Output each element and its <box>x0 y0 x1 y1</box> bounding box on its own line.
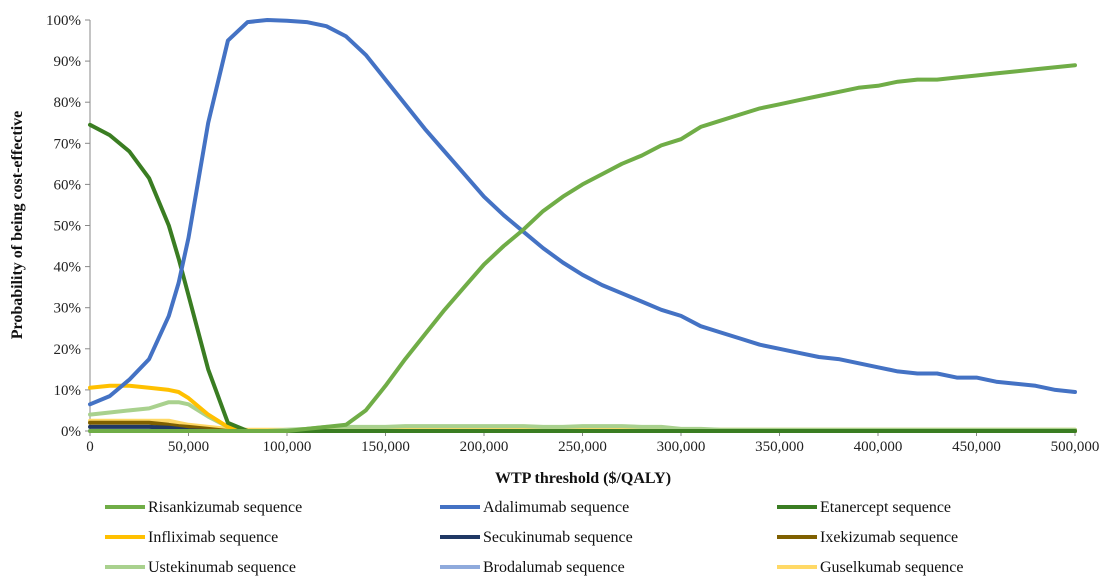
legend-label: Etanercept sequence <box>820 499 951 516</box>
y-tick-label: 90% <box>54 54 82 70</box>
legend-item: Etanercept sequence <box>777 499 951 516</box>
x-axis-title: WTP threshold ($/QALY) <box>495 470 671 487</box>
x-tick-label: 0 <box>86 439 94 455</box>
legend-item: Ixekizumab sequence <box>777 529 958 546</box>
x-tick-label: 50,000 <box>168 439 209 455</box>
legend-label: Ixekizumab sequence <box>820 529 958 546</box>
legend: Risankizumab sequence Adalimumab sequence… <box>105 499 964 576</box>
x-axis: 0 50,000 100,000 150,000 200,000 250,000 300,0… <box>86 430 1100 455</box>
legend-label: Risankizumab sequence <box>148 499 302 516</box>
x-tick-label: 300,000 <box>657 439 706 455</box>
legend-label: Infliximab sequence <box>148 529 278 546</box>
y-tick-label: 30% <box>54 301 82 317</box>
series-line-etanercept-sequence <box>88 122 1077 433</box>
legend-label: Ustekinumab sequence <box>148 559 296 576</box>
y-tick-label: 40% <box>54 260 82 276</box>
y-tick-label: 60% <box>54 177 82 193</box>
x-tick-label: 200,000 <box>460 439 509 455</box>
legend-label: Secukinumab sequence <box>483 529 633 546</box>
y-tick-label: 10% <box>54 383 82 399</box>
x-tick-label: 400,000 <box>854 439 903 455</box>
legend-item: Ustekinumab sequence <box>105 559 296 576</box>
legend-label: Brodalumab sequence <box>483 559 625 576</box>
legend-label: Guselkumab sequence <box>820 559 964 576</box>
legend-item: Infliximab sequence <box>105 529 278 546</box>
x-tick-label: 100,000 <box>263 439 312 455</box>
plot-lines <box>88 18 1077 433</box>
y-axis-title: Probability of being cost-effective <box>9 111 26 340</box>
y-tick-label: 20% <box>54 342 82 358</box>
series-line-adalimumab-sequence <box>88 18 1077 407</box>
y-tick-label: 50% <box>54 219 82 235</box>
y-axis: 0% 10% 20% 30% 40% 50% 60% 70% 80% 90% 100% <box>46 13 91 440</box>
legend-item: Guselkumab sequence <box>777 559 964 576</box>
y-tick-label: 0% <box>61 424 81 440</box>
x-tick-label: 250,000 <box>558 439 607 455</box>
x-tick-label: 500,000 <box>1051 439 1100 455</box>
y-tick-label: 100% <box>46 13 81 29</box>
series-line-risankizumab-sequence <box>88 63 1077 433</box>
legend-item: Secukinumab sequence <box>440 529 633 546</box>
x-tick-label: 450,000 <box>952 439 1001 455</box>
legend-item: Adalimumab sequence <box>440 499 629 516</box>
x-tick-label: 150,000 <box>361 439 410 455</box>
x-tick-label: 350,000 <box>755 439 804 455</box>
legend-item: Brodalumab sequence <box>440 559 625 576</box>
y-tick-label: 80% <box>54 95 82 111</box>
legend-item: Risankizumab sequence <box>105 499 302 516</box>
y-tick-label: 70% <box>54 136 82 152</box>
legend-label: Adalimumab sequence <box>483 499 629 516</box>
